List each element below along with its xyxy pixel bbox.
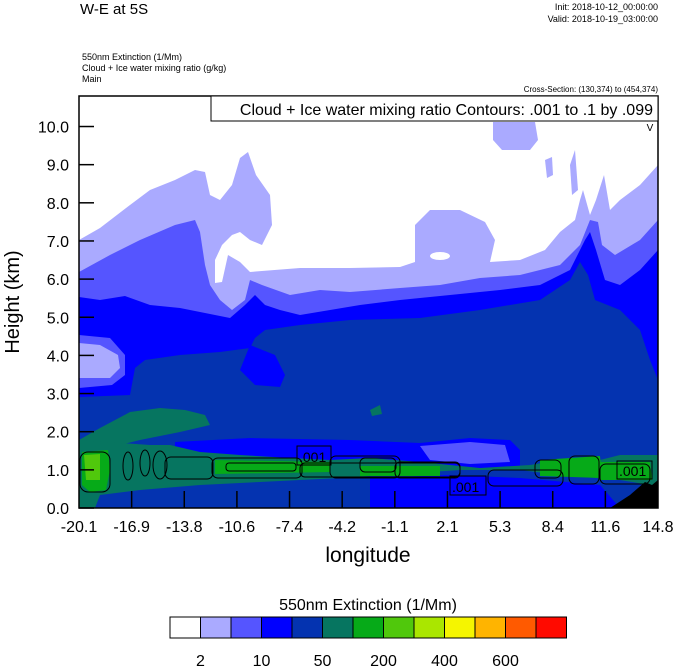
colorbar-label: 600 — [492, 653, 519, 667]
colorbar-label: 200 — [370, 653, 397, 667]
svg-text:.001: .001 — [619, 463, 646, 479]
x-axis-label: longitude — [325, 544, 410, 567]
y-tick-label: 2.0 — [47, 425, 69, 442]
band-lavender-left — [79, 343, 120, 378]
field-label-3: Main — [82, 74, 102, 84]
band-lavender-streak — [545, 157, 553, 178]
band-green — [600, 462, 652, 480]
svg-text:.001: .001 — [452, 479, 479, 495]
colorbar-swatch — [535, 616, 567, 639]
colorbar-label: 2 — [196, 653, 205, 667]
band-lavender-low — [420, 442, 510, 464]
x-tick-label: -7.4 — [276, 519, 304, 536]
y-axis-label: Height (km) — [2, 250, 24, 353]
colorbar-swatch — [291, 616, 323, 639]
colorbar-swatch — [444, 616, 476, 639]
field-label-1: 550nm Extinction (1/Mm) — [82, 52, 182, 62]
field-label-2: Cloud + Ice water mixing ratio (g/kg) — [82, 63, 226, 73]
svg-text:Cloud + Ice water mixing ratio: Cloud + Ice water mixing ratio Contours:… — [240, 102, 653, 119]
contour-field: .001 .001 .001 — [79, 96, 658, 508]
x-tick-label: 5.3 — [489, 519, 511, 536]
y-tick-label: 8.0 — [47, 196, 69, 213]
colorbar-title: 550nm Extinction (1/Mm) — [279, 597, 457, 614]
y-tick-label: 10.0 — [38, 120, 69, 137]
y-tick-label: 4.0 — [47, 348, 69, 365]
y-axis: 0.0 1.0 2.0 3.0 4.0 5.0 6.0 7.0 8.0 9.0 10.0 — [38, 120, 94, 518]
y-tick-label: 5.0 — [47, 310, 69, 327]
contour-label: .001 — [616, 460, 653, 480]
colorbar-swatch — [322, 616, 354, 639]
colorbar-swatch — [413, 616, 445, 639]
contour-info-box: Cloud + Ice water mixing ratio Contours:… — [210, 95, 659, 122]
colorbar: 2 10 50 200 400 600 — [169, 616, 567, 667]
band-blue-bottom — [370, 475, 620, 508]
x-tick-label: 8.4 — [542, 519, 564, 536]
colorbar-swatch — [200, 616, 232, 639]
colorbar-label: 50 — [314, 653, 332, 667]
x-tick-label: -13.8 — [166, 519, 203, 536]
x-tick-label: -4.2 — [328, 519, 356, 536]
main-title: W-E at 5S — [80, 1, 148, 18]
colorbar-swatch — [352, 616, 384, 639]
y-tick-label: 6.0 — [47, 272, 69, 289]
y-tick-label: 3.0 — [47, 387, 69, 404]
x-tick-label: -16.9 — [113, 519, 150, 536]
y-tick-label: 0.0 — [47, 501, 69, 518]
x-tick-label: -1.1 — [381, 519, 409, 536]
band-white-blob — [430, 252, 450, 260]
colorbar-swatch — [474, 616, 506, 639]
contour-lines — [79, 449, 651, 493]
colorbar-label: 400 — [431, 653, 458, 667]
x-axis: -20.1 -16.9 -13.8 -10.6 -7.4 -4.2 -1.1 2.1 5.3 8.… — [61, 491, 674, 536]
colorbar-swatch — [383, 616, 415, 639]
band-lavender-streak — [570, 150, 578, 195]
band-teal-spots — [370, 405, 382, 416]
init-time: Init: 2018-10-12_00:00:00 — [555, 2, 658, 12]
colorbar-swatch — [230, 616, 262, 639]
colorbar-label: 10 — [253, 653, 271, 667]
band-lavender-top — [493, 122, 538, 150]
y-tick-label: 9.0 — [47, 158, 69, 175]
x-tick-label: 2.1 — [436, 519, 458, 536]
x-tick-label: 14.8 — [642, 519, 673, 536]
x-tick-label: -20.1 — [61, 519, 98, 536]
corner-mark: V — [647, 123, 654, 134]
colorbar-swatch — [505, 616, 537, 639]
contour-label: .001 — [296, 445, 332, 466]
colorbar-swatch — [169, 616, 201, 639]
x-tick-label: -10.6 — [219, 519, 256, 536]
terrain — [610, 480, 658, 508]
colorbar-swatch — [261, 616, 293, 639]
band-light-green — [84, 454, 100, 480]
y-tick-label: 7.0 — [47, 234, 69, 251]
y-tick-label: 1.0 — [47, 463, 69, 480]
cross-section-label: Cross-Section: (130,374) to (454,374) — [524, 85, 659, 94]
valid-time: Valid: 2018-10-19_03:00:00 — [548, 14, 658, 24]
band-green — [540, 456, 602, 478]
band-blue-pocket — [240, 345, 285, 387]
x-tick-label: 11.6 — [590, 519, 620, 536]
contour-label: .001 — [449, 475, 487, 496]
svg-text:.001: .001 — [299, 449, 326, 465]
